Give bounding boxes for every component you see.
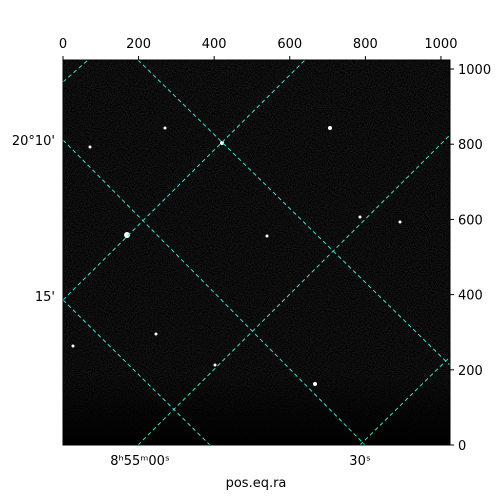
dec-tick-label: 15' bbox=[35, 290, 55, 305]
x-tick-label: 0 bbox=[59, 37, 67, 52]
coordinate-grid bbox=[63, 60, 450, 445]
ra-tick-label: 30ˢ bbox=[349, 454, 371, 469]
y-tick-label: 800 bbox=[458, 138, 483, 153]
x-axis-label: pos.eq.ra bbox=[226, 476, 287, 491]
y-tick-label: 400 bbox=[458, 289, 483, 304]
x-tick-label: 400 bbox=[202, 37, 227, 52]
sky-image bbox=[63, 60, 450, 445]
x-tick-label: 200 bbox=[126, 37, 151, 52]
x-tick-label: 800 bbox=[353, 37, 378, 52]
y-tick-label: 0 bbox=[458, 439, 466, 454]
frame bbox=[62, 59, 451, 446]
y-tick-label: 1000 bbox=[458, 63, 491, 78]
dec-tick-label: 20°10' bbox=[12, 134, 55, 149]
y-tick-label: 200 bbox=[458, 364, 483, 379]
ra-tick-label: 8ʰ55ᵐ00ˢ bbox=[110, 454, 170, 469]
y-tick-label: 600 bbox=[458, 213, 483, 228]
x-tick-label: 1000 bbox=[424, 37, 457, 52]
x-tick-label: 600 bbox=[277, 37, 302, 52]
